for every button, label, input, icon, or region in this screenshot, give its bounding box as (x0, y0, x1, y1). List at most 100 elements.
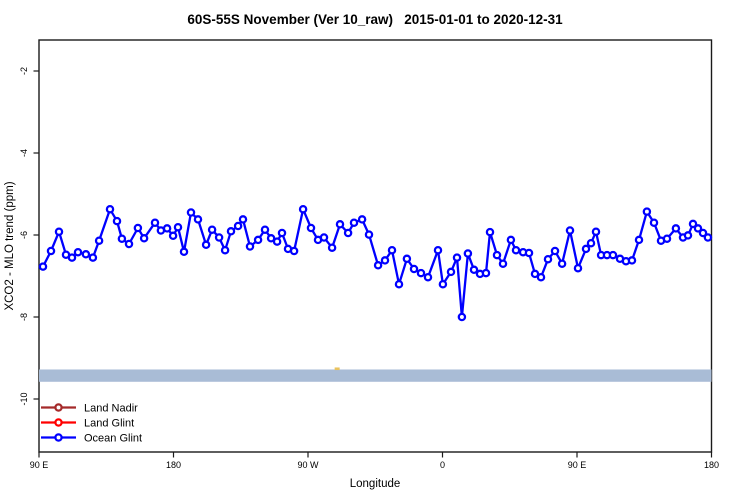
data-point (266, 234, 276, 243)
y-tick-label: -4 (19, 149, 29, 157)
data-point (327, 243, 337, 252)
legend-marker-sample (54, 418, 63, 427)
data-point (168, 231, 178, 241)
data-point (81, 250, 91, 259)
highlight-band (39, 369, 712, 382)
data-point (662, 234, 672, 243)
data-point (139, 234, 149, 243)
data-point (688, 219, 698, 229)
data-point (452, 253, 462, 262)
data-point (253, 235, 263, 245)
data-point (591, 227, 601, 236)
stray-yellow-mark (334, 367, 340, 371)
data-point (306, 223, 316, 233)
data-point (498, 259, 508, 268)
data-point (112, 216, 122, 226)
data-point (511, 245, 521, 255)
data-point (573, 263, 583, 273)
data-point (402, 254, 412, 264)
data-point (703, 233, 713, 242)
x-tick-label: 180 (704, 460, 719, 470)
data-point (214, 233, 224, 242)
data-point (530, 269, 540, 279)
data-point (457, 312, 467, 322)
data-point (349, 218, 359, 227)
data-point (179, 247, 189, 257)
data-point (409, 264, 419, 274)
data-point (186, 208, 196, 217)
x-tick-label: 0 (440, 460, 445, 470)
data-point (193, 215, 203, 224)
data-point (201, 240, 211, 250)
x-tick-label: 90 E (568, 460, 587, 470)
data-point (173, 222, 183, 232)
data-point (380, 256, 390, 265)
y-tick-label: -10 (19, 392, 29, 405)
y-tick-label: -2 (19, 67, 29, 75)
data-point (634, 235, 644, 245)
y-axis-label: XCO2 - MLO trend (ppm) (4, 181, 16, 310)
data-point (298, 204, 308, 214)
data-point (693, 224, 703, 233)
data-point (463, 249, 473, 258)
data-point (94, 236, 104, 245)
data-point (133, 223, 143, 233)
data-point (277, 228, 287, 238)
data-point (67, 253, 77, 262)
data-point (124, 239, 134, 249)
data-point (506, 235, 516, 245)
data-point (683, 231, 693, 240)
data-point (586, 238, 596, 248)
data-point (105, 204, 115, 214)
data-point (364, 230, 374, 239)
data-point (260, 225, 270, 234)
data-point (238, 215, 248, 224)
data-point (150, 218, 160, 227)
x-tick-label: 180 (166, 460, 181, 470)
data-point (88, 253, 98, 262)
x-tick-label: 90 W (297, 460, 319, 470)
plot-border (38, 39, 713, 453)
legend-item-land-nadir: Land Nadir (41, 403, 138, 415)
legend-item-ocean-glint: Ocean Glint (41, 433, 142, 445)
data-point (543, 254, 553, 264)
legend-item-land-glint: Land Glint (41, 418, 134, 430)
y-tick-label: -8 (19, 313, 29, 321)
x-axis-label: Longitude (350, 478, 401, 490)
data-point (162, 224, 172, 233)
data-point (343, 228, 353, 238)
data-point (54, 227, 64, 236)
data-point (698, 228, 708, 238)
data-point (387, 245, 397, 255)
data-point (433, 245, 443, 255)
data-point (357, 215, 367, 224)
data-point (319, 233, 329, 242)
legend-label: Ocean Glint (84, 433, 142, 445)
data-point (608, 250, 618, 260)
data-point (373, 261, 383, 270)
data-point (642, 207, 652, 216)
data-point (550, 246, 560, 256)
data-point (245, 242, 255, 251)
data-point (469, 265, 479, 275)
data-point (73, 247, 83, 257)
data-point (207, 225, 217, 234)
data-point (272, 237, 282, 246)
data-point (117, 234, 127, 243)
data-point (565, 226, 575, 235)
data-series-layer (38, 204, 713, 322)
legend-marker-sample (54, 433, 63, 442)
data-point (46, 246, 56, 256)
legend-marker-sample (54, 403, 63, 412)
data-point (581, 244, 591, 254)
highlight-band-layer (39, 367, 712, 382)
data-point (446, 267, 456, 277)
data-point (438, 279, 448, 289)
y-tick-label: -6 (19, 231, 29, 239)
data-point (38, 262, 48, 271)
data-point (649, 218, 659, 227)
data-point (233, 221, 243, 231)
data-point (671, 224, 681, 233)
data-point (416, 268, 426, 278)
data-point (481, 268, 491, 278)
